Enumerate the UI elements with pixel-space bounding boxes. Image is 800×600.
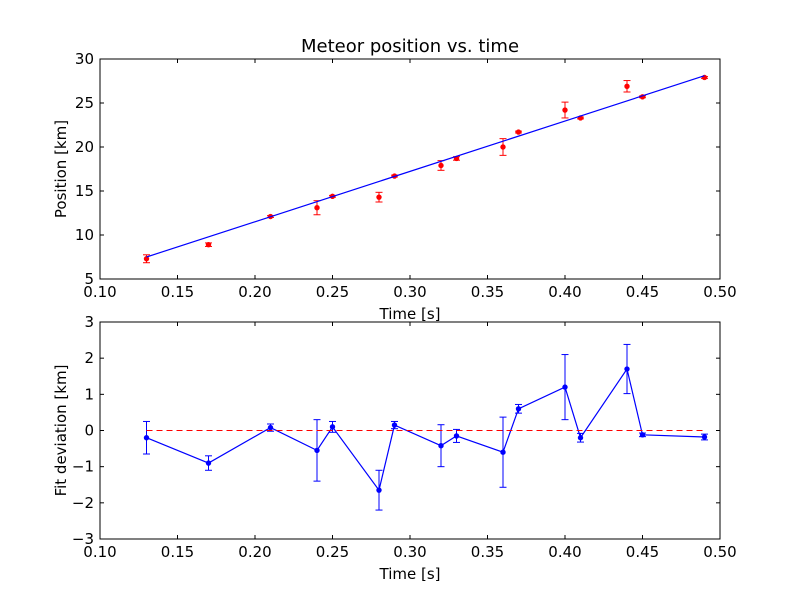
x-tick-label: 0.25 [316, 543, 349, 561]
data-point [205, 460, 212, 466]
data-point [577, 435, 584, 441]
bottom-axes-fit-deviation: 0.10 0.15 0.20 0.25 0.30 0.35 0.40 0.45 0.50 −3 −2… [52, 313, 737, 583]
y-tick-label: −3 [72, 530, 94, 548]
data-point [267, 424, 274, 431]
x-tick-label: 0.20 [238, 543, 271, 561]
y-tick-label: 25 [75, 94, 94, 112]
data-point [314, 447, 320, 454]
data-point [438, 162, 444, 169]
y-tick-label: −2 [72, 494, 94, 512]
x-tick-label: 0.40 [548, 543, 581, 561]
x-tick-label: 0.25 [316, 283, 349, 301]
x-tick-label: 0.45 [626, 543, 659, 561]
x-axis-label: Time [s] [379, 305, 441, 323]
data-point [701, 434, 708, 440]
y-tick-label: 20 [75, 138, 94, 156]
data-point [515, 129, 522, 135]
data-point [438, 442, 444, 449]
x-tick-label: 0.10 [83, 543, 116, 561]
x-tick-label: 0.35 [471, 283, 504, 301]
x-tick-label: 0.10 [83, 283, 116, 301]
data-point [205, 241, 212, 248]
plot-area [143, 343, 708, 511]
x-tick-label: 0.30 [393, 543, 426, 561]
x-tick-label: 0.15 [161, 543, 194, 561]
data-point [376, 487, 382, 493]
data-point [639, 432, 646, 438]
top-axes-position-vs-time: 0.10 0.15 0.20 0.25 0.30 0.35 0.40 0.45 0.50 5 10 1… [52, 36, 737, 323]
data-point [143, 256, 150, 262]
data-point [562, 107, 568, 113]
x-tick-label: 0.20 [238, 283, 271, 301]
y-axis-label: Position [km] [52, 120, 70, 218]
y-tick-label: 10 [75, 226, 94, 244]
data-point [515, 406, 522, 412]
y-tick-label: 15 [75, 182, 94, 200]
y-tick-label: 1 [84, 385, 94, 403]
data-point [624, 366, 630, 372]
x-tick-label: 0.35 [471, 543, 504, 561]
data-point [391, 422, 398, 428]
x-tick-label: 0.15 [161, 283, 194, 301]
linear-fit-line [146, 75, 705, 258]
y-tick-label: 30 [75, 50, 94, 68]
data-point [624, 83, 630, 89]
y-tick-label: 5 [84, 270, 94, 288]
y-axis-label: Fit deviation [km] [52, 365, 70, 497]
x-tick-label: 0.50 [703, 283, 736, 301]
data-point [500, 449, 506, 455]
data-point [329, 424, 336, 430]
data-point [500, 144, 506, 150]
data-point [453, 433, 460, 439]
data-point [562, 384, 568, 390]
y-tick-label: 2 [84, 349, 94, 367]
data-point [376, 194, 382, 200]
x-tick-label: 0.50 [703, 543, 736, 561]
x-tick-label: 0.30 [393, 283, 426, 301]
data-point [143, 435, 150, 441]
x-axis-label: Time [s] [379, 565, 441, 583]
x-tick-label: 0.40 [548, 283, 581, 301]
y-tick-label: 0 [84, 422, 94, 440]
y-tick-label: −1 [72, 458, 94, 476]
x-tick-label: 0.45 [626, 283, 659, 301]
chart-title: Meteor position vs. time [301, 36, 519, 57]
plot-area [143, 74, 708, 264]
y-tick-label: 3 [84, 313, 94, 331]
fit-deviation-line [146, 367, 705, 492]
data-point [314, 205, 320, 211]
